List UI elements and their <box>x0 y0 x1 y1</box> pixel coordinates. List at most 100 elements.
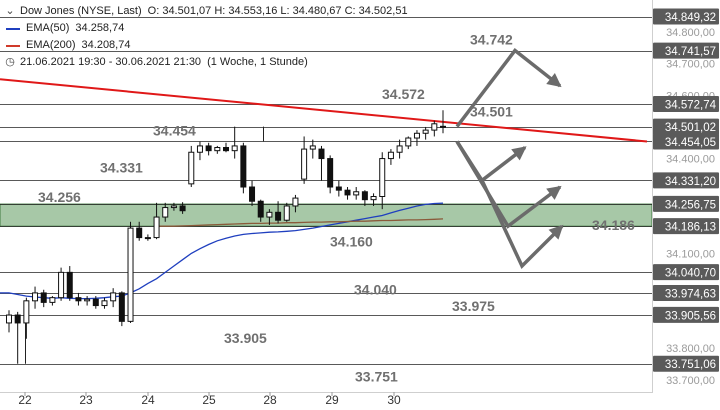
level-annotation: 34.572 <box>382 86 425 102</box>
candle-body <box>188 151 195 185</box>
scenario-arrow-head <box>546 185 562 200</box>
candle-body <box>231 145 238 152</box>
interval-text: (1 Woche, 1 Stunde) <box>207 56 308 68</box>
y-tick-label: 34.700,00 <box>666 59 715 71</box>
candle-body <box>370 196 377 201</box>
candle-body <box>422 129 429 134</box>
level-annotation: 33.751 <box>355 369 398 385</box>
trendline <box>0 78 648 143</box>
level-annotation: 34.186 <box>592 217 635 233</box>
level-value-box <box>653 195 719 212</box>
candle-body <box>49 297 56 303</box>
ema50-label: EMA(50) <box>26 22 70 34</box>
candle-body <box>292 197 299 207</box>
level-value-box <box>653 95 719 112</box>
candle-body <box>283 205 290 221</box>
ohlc-readout: O: 34.501,07 H: 34.553,16 L: 34.480,67 C… <box>147 5 408 17</box>
level-value-box <box>653 355 719 372</box>
ema200-swatch <box>6 44 20 47</box>
scenario-arrow <box>480 179 564 269</box>
candle-body <box>170 205 177 209</box>
candle-body <box>136 227 143 239</box>
instrument-title: Dow Jones (NYSE, Last) <box>20 5 142 17</box>
level-value-box <box>653 306 719 323</box>
level-value-label: 34.186,13 <box>665 222 716 234</box>
scenario-arrow <box>455 140 562 229</box>
ema50-swatch <box>6 27 20 30</box>
level-value-label: 34.331,20 <box>665 176 716 188</box>
level-value-box <box>653 218 719 235</box>
level-value-label: 33.905,56 <box>665 310 716 322</box>
candle-body <box>101 300 108 307</box>
candle-body <box>223 147 229 152</box>
candle-body <box>405 137 412 147</box>
level-annotation: 34.256 <box>38 189 81 205</box>
x-tick-label: 22 <box>18 393 32 407</box>
ema200-line <box>156 218 444 227</box>
ema50-line <box>0 202 444 300</box>
y-tick-label: 33.700,00 <box>666 375 715 387</box>
candle-body <box>162 207 169 218</box>
level-value-label: 34.040,70 <box>665 268 716 280</box>
level-value-box <box>653 133 719 150</box>
level-value-box <box>653 42 719 59</box>
clock-icon: ◷ <box>5 56 15 68</box>
level-annotation: 34.454 <box>153 122 196 138</box>
x-tick-label: 24 <box>141 393 155 407</box>
level-value-box <box>653 8 719 25</box>
support-zone <box>0 203 653 227</box>
ema50-value: 34.258,74 <box>75 22 125 34</box>
level-annotation: 34.160 <box>330 233 373 249</box>
level-annotation: 33.975 <box>452 298 495 314</box>
date-range-text: 21.06.2021 19:30 - 30.06.2021 21:30 <box>20 56 202 68</box>
level-value-label: 34.501,02 <box>665 122 716 134</box>
candle-body <box>379 158 386 197</box>
candle-body <box>118 292 125 322</box>
y-tick-label: 34.800,00 <box>666 27 715 39</box>
candle-body <box>6 314 12 324</box>
scenario-arrow-head <box>546 72 562 88</box>
candle-body <box>440 125 446 128</box>
candle-body <box>32 292 39 302</box>
level-value-label: 34.256,75 <box>665 199 716 211</box>
candle-body <box>127 227 134 322</box>
candle-body <box>318 148 325 160</box>
level-value-label: 33.751,06 <box>665 359 716 371</box>
scenario-arrow <box>455 48 562 128</box>
candle-body <box>249 186 256 202</box>
candle-body <box>361 191 368 201</box>
candle-body <box>84 298 91 302</box>
chevron-down-icon[interactable]: ⌄ <box>5 5 15 17</box>
chart-legend: ⌄ Dow Jones (NYSE, Last) O: 34.501,07 H:… <box>4 3 408 71</box>
candle-body <box>40 292 47 303</box>
candle-body <box>327 158 334 188</box>
candle-body <box>335 186 342 191</box>
candle-body <box>266 211 273 218</box>
candle-body <box>205 145 212 152</box>
candle-body <box>66 271 73 299</box>
candle-body <box>23 300 30 324</box>
y-tick-label: 33.800,00 <box>666 343 715 355</box>
ema200-label: EMA(200) <box>26 39 76 51</box>
x-tick-label: 25 <box>202 393 216 407</box>
candle-body <box>144 237 151 240</box>
candle-body <box>153 216 160 239</box>
candle-body <box>353 191 360 196</box>
level-value-label: 34.741,57 <box>665 46 716 58</box>
candle-body <box>75 297 82 302</box>
level-annotation: 34.040 <box>354 281 397 297</box>
candle-body <box>110 292 117 302</box>
level-value-box <box>653 264 719 281</box>
legend-ema50-row: EMA(50) 34.258,74 <box>4 20 408 37</box>
candle-body <box>257 200 264 218</box>
scenario-arrow-head <box>511 146 527 161</box>
candle-body <box>14 314 21 324</box>
x-tick-label: 23 <box>79 393 93 407</box>
level-value-box <box>653 172 719 189</box>
candle-body <box>344 189 351 196</box>
candle-body <box>179 205 186 212</box>
level-value-label: 34.572,74 <box>665 99 717 111</box>
x-tick-label: 28 <box>263 393 277 407</box>
